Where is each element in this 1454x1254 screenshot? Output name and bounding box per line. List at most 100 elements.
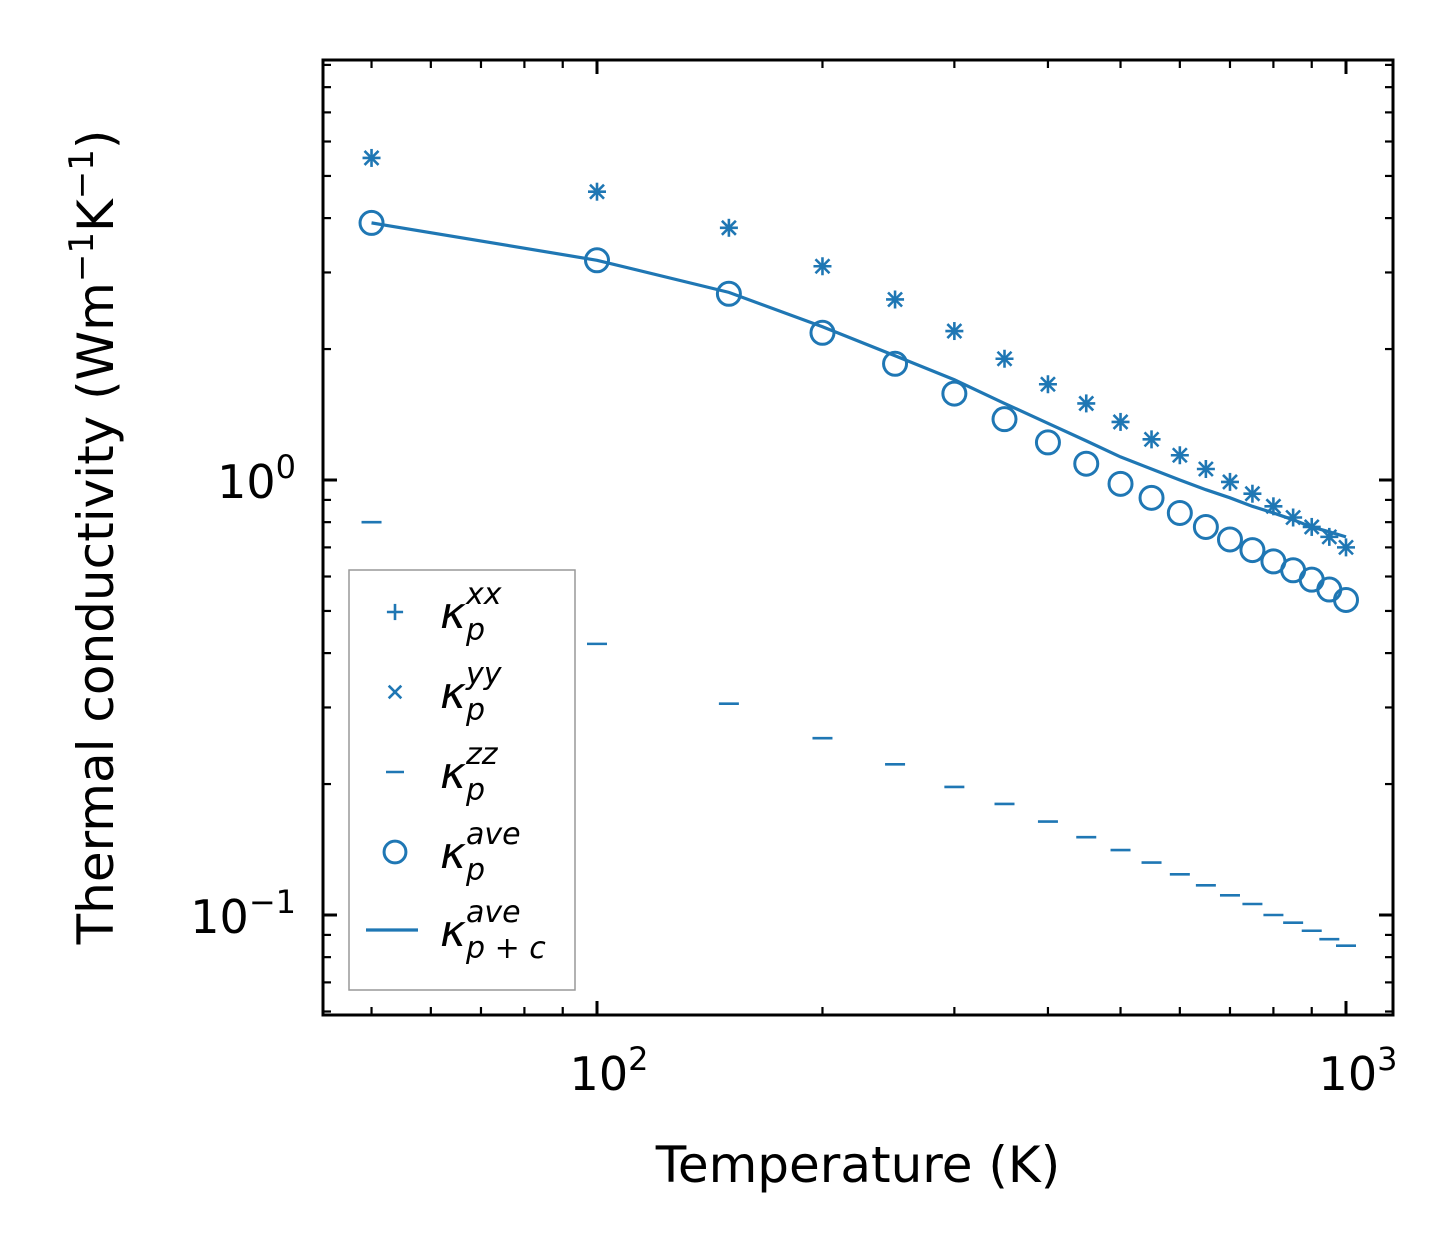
data-point-circle [1138, 484, 1165, 511]
data-point-x-b [996, 350, 1013, 367]
legend-sup: ave [466, 895, 521, 930]
data-point-x [1171, 447, 1188, 464]
legend-symbol: κ [440, 748, 466, 799]
y-axis-label-sup2: −1 [62, 149, 102, 199]
data-point-circle [1073, 450, 1100, 477]
legend-sup: yy [465, 657, 503, 692]
legend-marker-plus [386, 603, 404, 621]
data-point-x-b [1143, 431, 1160, 448]
x-axis-label: Temperature (K) [655, 1136, 1060, 1194]
data-point-x [1040, 376, 1056, 393]
data-point-circle [715, 280, 742, 307]
y-tick-label-base: 10 [190, 890, 249, 944]
legend-sup: xx [465, 577, 502, 612]
data-point-x-b [946, 323, 963, 339]
data-point-circle [1316, 576, 1343, 603]
data-point-circle [1107, 470, 1134, 497]
data-point-x [1078, 395, 1095, 412]
data-point-x-b [1285, 509, 1302, 526]
legend-symbol: κ [440, 588, 466, 639]
legend-sup: ave [466, 817, 521, 852]
legend-sub: p [465, 773, 485, 808]
legend-sup: zz [465, 737, 499, 772]
legend-entry: κyy p [387, 657, 503, 728]
data-point-circle [882, 350, 909, 377]
legend-sub: p [465, 613, 485, 648]
data-point-x-b [814, 258, 831, 275]
y-axis-label-main: Thermal conductivity (Wm [67, 282, 125, 945]
data-point-x-b [1040, 376, 1056, 393]
legend-symbol: κ [440, 906, 466, 957]
legend-marker-x-b [387, 684, 403, 700]
plot-content [358, 148, 1359, 948]
y-tick-label: 10−1 [190, 883, 296, 944]
data-point-circle [941, 380, 968, 407]
legend-sub: p [465, 693, 485, 728]
data-point-x [946, 323, 963, 339]
data-point-x [589, 183, 605, 200]
data-point-x [1338, 539, 1354, 556]
data-point-x [363, 150, 380, 166]
data-point-x-b [1171, 447, 1188, 464]
legend-sub: p [465, 853, 485, 888]
data-point-circle [1192, 513, 1219, 540]
legend-entry: κxx p [386, 577, 502, 648]
data-point-x [1143, 431, 1160, 448]
legend-label: κyy p [440, 657, 503, 728]
data-point-x-b [1078, 395, 1095, 412]
legend-label: κave p + c [440, 895, 546, 966]
data-point-x-b [1244, 485, 1261, 502]
series-0 [362, 148, 1355, 557]
data-point-x-b [720, 219, 737, 236]
data-point-x-b [1112, 413, 1129, 430]
x-tick-label-base: 10 [1319, 1047, 1378, 1101]
y-tick-label: 100 [217, 448, 296, 509]
legend-entry: κave p [382, 817, 521, 888]
series-4 [371, 221, 1347, 539]
data-point-x [720, 219, 737, 236]
data-point-x-b [887, 291, 903, 308]
x-tick-label-base: 10 [570, 1047, 629, 1101]
series-2 [361, 520, 1356, 948]
series-line [371, 221, 1347, 539]
legend-marker-x [387, 684, 403, 700]
data-point-circle [1166, 499, 1193, 526]
y-axis-label-sup1: −1 [62, 232, 102, 282]
data-point-x [1244, 485, 1261, 502]
data-point-circle [1239, 537, 1266, 564]
legend-marker-circle [382, 839, 408, 865]
series-1 [363, 150, 1354, 556]
x-tick-label-exp: 3 [1377, 1040, 1397, 1078]
data-point-circle [991, 406, 1018, 433]
data-point-circle [584, 247, 610, 274]
x-tick-label-exp: 2 [628, 1040, 648, 1078]
y-tick-label-exp: −1 [249, 883, 296, 921]
legend-label: κzz p [440, 737, 499, 808]
data-point-x-b [363, 150, 380, 166]
data-point-x [814, 258, 831, 275]
data-point-x [1112, 413, 1129, 430]
legend-entry: κzz p [386, 737, 499, 808]
x-tick-label: 103 [1319, 1040, 1398, 1101]
data-point-x [887, 291, 903, 308]
legend-label: κave p [440, 817, 521, 888]
legend-sub: p + c [465, 931, 546, 966]
legend-symbol: κ [440, 668, 466, 719]
y-axis-label: Thermal conductivity (Wm−1K−1) [62, 130, 125, 946]
plot-frame [321, 58, 1395, 1017]
data-point-x-b [1197, 461, 1214, 477]
data-point-x [1197, 461, 1214, 477]
data-point-x-b [1338, 539, 1354, 556]
y-axis-label-mid: K [67, 198, 125, 232]
data-point-circle [1034, 429, 1061, 456]
legend-symbol: κ [440, 828, 466, 879]
x-tick-label: 102 [570, 1040, 649, 1101]
data-point-x-b [589, 183, 605, 200]
data-point-circle [1333, 586, 1359, 613]
data-point-circle [1216, 526, 1243, 553]
data-point-circle [1298, 566, 1325, 593]
